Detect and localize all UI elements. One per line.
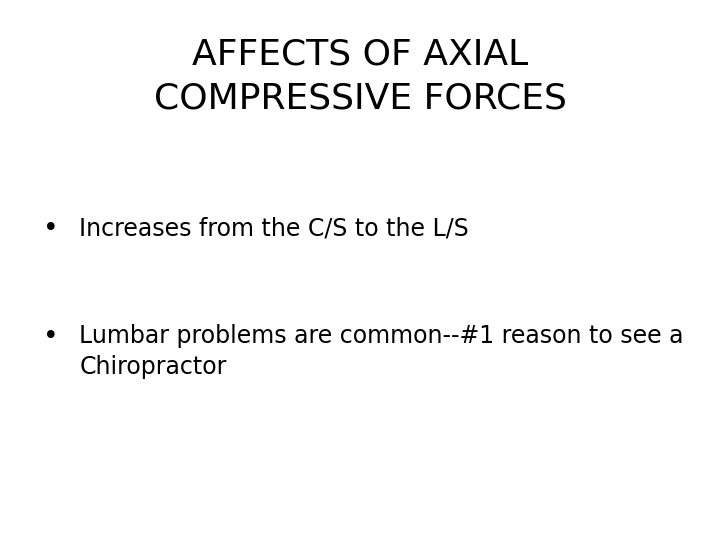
Text: •: • [42, 216, 58, 242]
Text: Lumbar problems are common--#1 reason to see a
Chiropractor: Lumbar problems are common--#1 reason to… [79, 324, 684, 379]
Text: •: • [42, 324, 58, 350]
Text: Increases from the C/S to the L/S: Increases from the C/S to the L/S [79, 216, 469, 240]
Text: AFFECTS OF AXIAL
COMPRESSIVE FORCES: AFFECTS OF AXIAL COMPRESSIVE FORCES [153, 38, 567, 115]
